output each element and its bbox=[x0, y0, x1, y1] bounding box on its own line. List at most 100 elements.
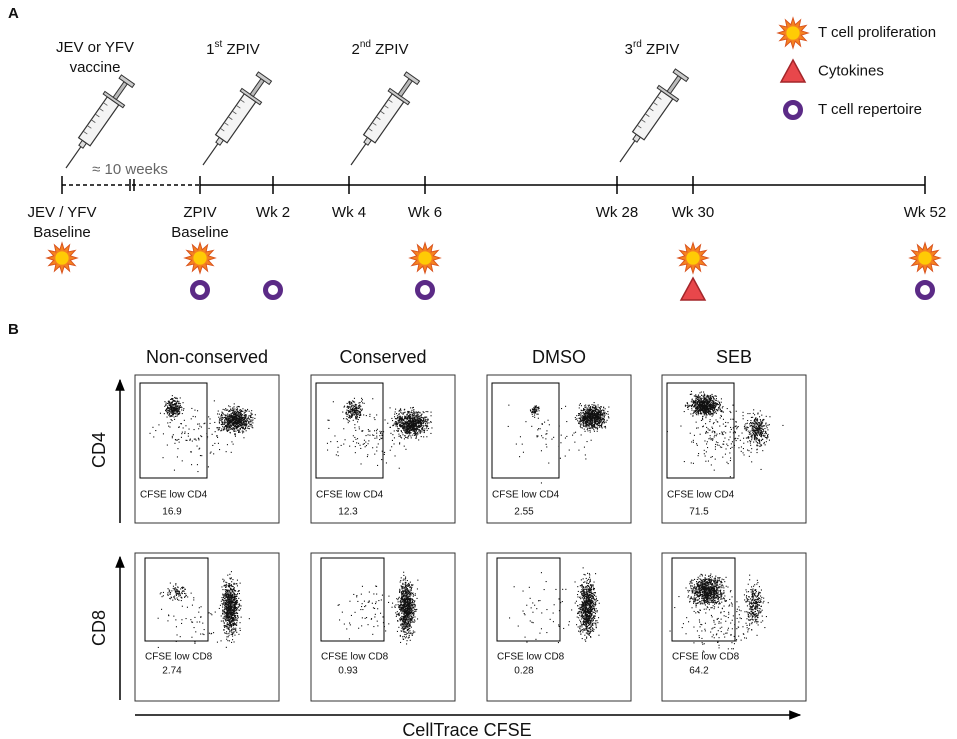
dot bbox=[401, 437, 403, 439]
dot bbox=[706, 407, 708, 409]
dot bbox=[721, 431, 723, 433]
dot bbox=[227, 598, 229, 600]
dot bbox=[596, 421, 598, 423]
dot bbox=[225, 418, 227, 420]
dot bbox=[582, 416, 584, 418]
dot bbox=[228, 410, 230, 412]
dot bbox=[407, 431, 409, 433]
dot bbox=[699, 403, 701, 405]
dot bbox=[705, 406, 707, 408]
dot bbox=[760, 421, 762, 423]
dot bbox=[535, 412, 537, 414]
dot bbox=[712, 430, 714, 432]
dot bbox=[242, 432, 244, 434]
dot bbox=[222, 611, 224, 613]
dot bbox=[398, 428, 400, 430]
dot bbox=[701, 401, 703, 403]
dot bbox=[390, 432, 392, 434]
dot bbox=[600, 412, 602, 414]
syringe bbox=[65, 74, 136, 169]
dot bbox=[222, 428, 224, 430]
dot bbox=[583, 408, 585, 410]
dot bbox=[170, 419, 172, 421]
dot bbox=[233, 425, 235, 427]
dot bbox=[693, 434, 695, 436]
dot bbox=[243, 431, 245, 433]
dot bbox=[218, 413, 220, 415]
dot bbox=[577, 420, 579, 422]
dot bbox=[358, 410, 360, 412]
dot bbox=[702, 411, 704, 413]
dot bbox=[194, 438, 196, 440]
dot bbox=[243, 425, 245, 427]
dot bbox=[169, 426, 171, 428]
dot bbox=[753, 437, 755, 439]
dot bbox=[250, 417, 252, 419]
dot bbox=[706, 410, 708, 412]
dot bbox=[249, 421, 251, 423]
dot bbox=[396, 424, 398, 426]
dot bbox=[355, 416, 357, 418]
dot bbox=[238, 411, 240, 413]
dot bbox=[171, 409, 173, 411]
dot bbox=[572, 434, 574, 436]
dot bbox=[553, 436, 555, 438]
dot bbox=[722, 411, 724, 413]
dot bbox=[169, 408, 171, 410]
dot bbox=[328, 427, 330, 429]
dot bbox=[223, 606, 225, 608]
dot bbox=[223, 602, 225, 604]
dot bbox=[396, 430, 398, 432]
dot bbox=[396, 422, 398, 424]
dot bbox=[408, 435, 410, 437]
dot bbox=[597, 415, 599, 417]
dot bbox=[697, 407, 699, 409]
dot bbox=[596, 413, 598, 415]
dot bbox=[730, 426, 732, 428]
dot bbox=[178, 595, 180, 597]
dot bbox=[742, 415, 744, 417]
dot bbox=[238, 597, 240, 599]
dot bbox=[544, 421, 546, 423]
dot bbox=[229, 597, 231, 599]
dot bbox=[756, 428, 758, 430]
dot bbox=[328, 419, 330, 421]
dot bbox=[765, 433, 767, 435]
proliferation-icon bbox=[408, 241, 442, 275]
dot bbox=[744, 427, 746, 429]
dot bbox=[597, 412, 599, 414]
dot bbox=[592, 410, 594, 412]
dot bbox=[354, 452, 356, 454]
dot bbox=[414, 417, 416, 419]
dot bbox=[750, 416, 752, 418]
dot bbox=[374, 453, 376, 455]
dot bbox=[418, 425, 420, 427]
dot bbox=[604, 411, 606, 413]
dot bbox=[225, 632, 227, 634]
dot bbox=[166, 444, 168, 446]
dot bbox=[585, 421, 587, 423]
dot bbox=[233, 624, 235, 626]
dot bbox=[585, 422, 587, 424]
dot bbox=[171, 437, 173, 439]
dot bbox=[178, 408, 180, 410]
dot bbox=[702, 403, 704, 405]
dot bbox=[597, 416, 599, 418]
dot bbox=[745, 426, 747, 428]
dot bbox=[238, 424, 240, 426]
dot bbox=[713, 401, 715, 403]
dot bbox=[413, 411, 415, 413]
dot bbox=[536, 410, 538, 412]
dot bbox=[361, 430, 363, 432]
dot bbox=[599, 407, 601, 409]
dot bbox=[228, 583, 230, 585]
dot bbox=[241, 426, 243, 428]
scale bbox=[82, 130, 88, 135]
dot bbox=[408, 411, 410, 413]
dot bbox=[545, 433, 547, 435]
timepoint-label: ZPIV bbox=[183, 204, 216, 221]
dot bbox=[224, 414, 226, 416]
dot bbox=[588, 424, 590, 426]
dot bbox=[230, 425, 232, 427]
